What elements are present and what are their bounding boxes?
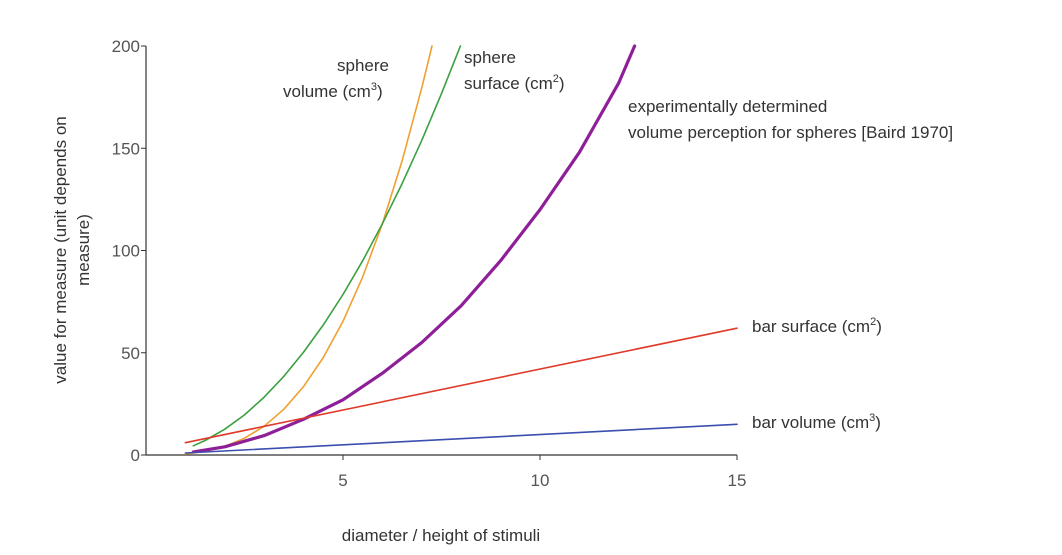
label-sphere-volume-text: volume (cm	[283, 82, 371, 101]
label-bar-volume: bar volume (cm3)	[752, 412, 881, 432]
x-ticks: 5 10 15	[338, 455, 746, 490]
x-tick-label: 5	[338, 471, 347, 490]
y-tick-label: 100	[112, 242, 140, 261]
x-tick-label: 10	[531, 471, 550, 490]
label-sphere-volume-line2: volume (cm3)	[283, 81, 383, 101]
x-tick-label: 15	[728, 471, 747, 490]
label-bar-surface-text: bar surface (cm	[752, 317, 870, 336]
series-line-sphere-volume	[184, 45, 433, 455]
label-sphere-surface-end: )	[559, 74, 565, 93]
label-sphere-surface-sup: 2	[553, 73, 559, 85]
label-bar-surface-sup: 2	[870, 316, 876, 328]
label-bar-surface: bar surface (cm2)	[752, 316, 882, 336]
series-line-bar-volume	[184, 423, 738, 454]
label-baird-line2: volume perception for spheres [Baird 197…	[628, 123, 953, 142]
label-baird-line1: experimentally determined	[628, 97, 827, 116]
y-tick-label: 150	[112, 139, 140, 158]
y-tick-label: 50	[121, 344, 140, 363]
y-axis-label-line1: value for measure (unit depends on	[51, 116, 70, 383]
label-sphere-surface-line2: surface (cm2)	[464, 73, 565, 93]
x-axis-label: diameter / height of stimuli	[342, 526, 540, 545]
series-line-bar-surface	[184, 327, 738, 444]
label-sphere-volume-sup: 3	[371, 81, 377, 93]
label-sphere-surface-line1: sphere	[464, 48, 516, 67]
y-tick-label: 200	[112, 37, 140, 56]
label-sphere-volume-end: )	[377, 82, 383, 101]
label-bar-volume-text: bar volume (cm	[752, 413, 869, 432]
series-line-sphere-surface	[192, 45, 462, 447]
label-sphere-surface-text: surface (cm	[464, 74, 553, 93]
label-bar-surface-line: bar surface (cm2)	[752, 316, 882, 336]
label-bar-volume-sup: 3	[869, 412, 875, 424]
label-sphere-volume: sphere volume (cm3)	[283, 56, 389, 101]
label-bar-volume-line: bar volume (cm3)	[752, 412, 881, 432]
label-bar-volume-end: )	[875, 413, 881, 432]
y-tick-label: 0	[131, 446, 140, 465]
y-ticks: 0 50 100 150 200	[112, 37, 146, 465]
label-baird: experimentally determined volume percept…	[628, 97, 953, 142]
label-sphere-volume-line1: sphere	[337, 56, 389, 75]
series-line-baird	[191, 44, 637, 454]
label-bar-surface-end: )	[876, 317, 882, 336]
y-axis-label-line2: measure)	[74, 214, 93, 286]
label-sphere-surface: sphere surface (cm2)	[464, 48, 565, 93]
series-lines	[184, 44, 738, 455]
